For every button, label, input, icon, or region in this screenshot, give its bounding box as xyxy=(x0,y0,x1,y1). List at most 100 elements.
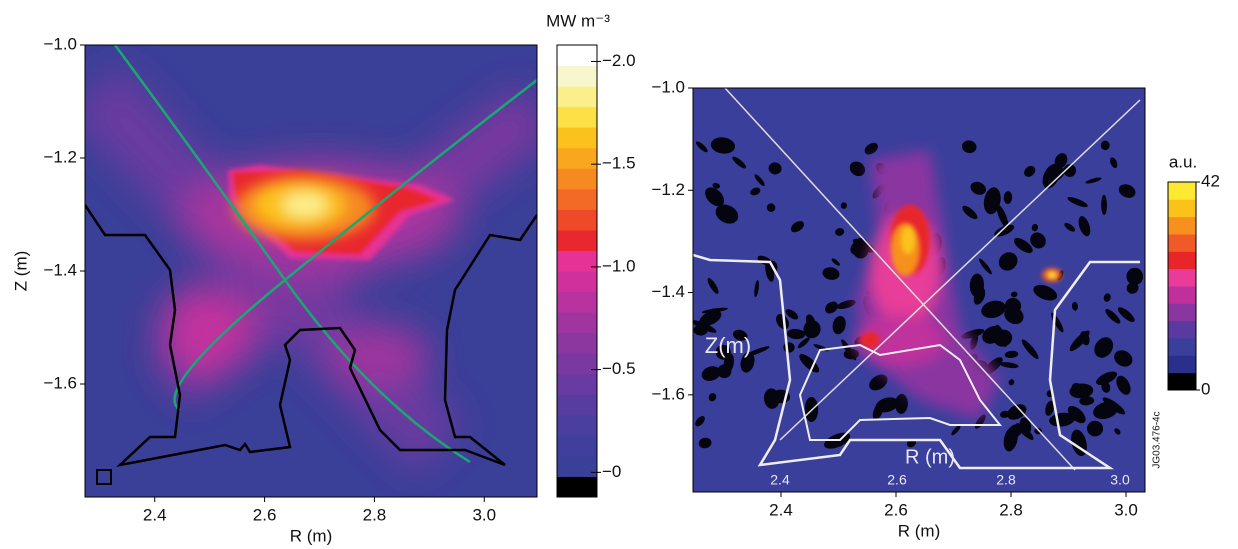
noise-blob xyxy=(978,258,992,275)
noise-blob xyxy=(1004,350,1019,359)
noise-blob xyxy=(699,310,722,327)
noise-blob xyxy=(1117,307,1135,322)
x-axis-title: R (m) xyxy=(290,526,332,545)
noise-blob xyxy=(1067,405,1086,424)
noise-blob xyxy=(1054,153,1068,169)
noise-blob xyxy=(1094,337,1114,358)
noise-blob xyxy=(732,156,747,169)
noise-blob xyxy=(1031,223,1039,232)
noise-blob xyxy=(1105,309,1121,324)
colorbar-frame xyxy=(556,44,598,498)
y-tick-label: −1.4 xyxy=(43,260,77,279)
colorbar-band xyxy=(557,373,597,395)
image-annotation: JG03.476-4c xyxy=(1152,411,1163,468)
noise-blob xyxy=(693,320,717,333)
colorbar-band xyxy=(557,86,597,108)
noise-blob xyxy=(1064,222,1076,232)
noise-blob xyxy=(983,187,1001,215)
image-annotation: 2.6 xyxy=(887,472,907,488)
noise-blob xyxy=(1019,417,1032,435)
y-tick-label: −1.2 xyxy=(43,147,77,166)
noise-blob xyxy=(790,221,804,233)
colorbar-band xyxy=(557,147,597,169)
colorbar-band xyxy=(1168,320,1196,339)
noise-blob xyxy=(695,141,708,153)
colorbar-band xyxy=(557,188,597,210)
noise-blob xyxy=(785,309,799,320)
noise-blob xyxy=(754,174,765,186)
noise-blob xyxy=(825,301,838,314)
y-tick-label: −1.6 xyxy=(43,373,77,392)
colorbar-tick-label: 0 xyxy=(1201,379,1210,398)
noise-blob xyxy=(1116,375,1131,395)
noise-blob xyxy=(707,278,719,294)
colorbar-band xyxy=(557,168,597,190)
noise-blob xyxy=(864,142,878,155)
noise-blob xyxy=(1100,140,1110,151)
colorbar-band xyxy=(1168,372,1196,391)
noise-blob xyxy=(1103,293,1111,302)
noise-blob xyxy=(1102,397,1126,415)
noise-blob xyxy=(1008,379,1015,386)
noise-blob xyxy=(992,325,1003,343)
colorbar-band xyxy=(557,332,597,354)
x-tick-label: 2.8 xyxy=(363,505,387,524)
noise-blob xyxy=(1024,165,1036,177)
noise-blob xyxy=(981,300,1006,319)
noise-blob xyxy=(1126,267,1144,286)
noise-blob xyxy=(1004,306,1024,325)
noise-blob xyxy=(998,252,1018,271)
noise-blob xyxy=(1021,339,1039,360)
colorbar-label: a.u. xyxy=(1169,152,1197,171)
noise-blob xyxy=(750,187,761,196)
colorbar-band xyxy=(557,209,597,231)
colorbar-band xyxy=(1168,251,1196,270)
noise-blob xyxy=(799,354,820,373)
noise-blob xyxy=(1042,168,1066,185)
colorbar-band xyxy=(557,455,597,477)
noise-blob xyxy=(708,393,717,402)
noise-blob xyxy=(973,287,986,305)
colorbar-band xyxy=(557,271,597,293)
colorbar-tick-label: −0 xyxy=(602,462,621,481)
noise-blob xyxy=(1030,232,1046,249)
noise-blob xyxy=(961,328,985,339)
noise-blob xyxy=(1126,282,1139,294)
colorbar-band xyxy=(557,394,597,416)
colorbar-band xyxy=(557,414,597,436)
colorbar-band xyxy=(557,312,597,334)
noise-blob xyxy=(768,162,782,175)
heatmap-image xyxy=(693,88,1145,492)
noise-blob xyxy=(843,348,859,360)
noise-blob xyxy=(1045,400,1055,416)
colorbar-tick-label: −2.0 xyxy=(602,51,636,70)
noise-blob xyxy=(1114,428,1121,435)
noise-blob xyxy=(962,205,978,220)
noise-blob xyxy=(754,280,759,298)
noise-blob xyxy=(715,204,739,224)
y-tick-label: −1.0 xyxy=(43,34,77,53)
colorbar-band xyxy=(557,291,597,313)
heatmap-image xyxy=(85,45,537,497)
noise-blob xyxy=(869,374,888,391)
noise-blob xyxy=(1003,427,1018,452)
colorbar-band xyxy=(557,435,597,457)
y-tick-label: −1.2 xyxy=(651,180,685,199)
noise-blob xyxy=(1086,420,1104,437)
x-tick-label: 2.4 xyxy=(769,500,793,519)
noise-blob xyxy=(1085,177,1102,184)
noise-blob xyxy=(1096,371,1118,386)
x-axis-title: R (m) xyxy=(898,521,940,540)
noise-blob xyxy=(701,307,728,314)
x-tick-label: 2.6 xyxy=(253,505,277,524)
noise-blob xyxy=(1063,164,1077,177)
noise-blob xyxy=(850,242,862,255)
colorbar-band xyxy=(1168,182,1196,200)
noise-blob xyxy=(740,351,755,373)
colorbar-tick-label: −1.5 xyxy=(602,154,636,173)
noise-blob xyxy=(1010,291,1018,298)
y-tick-label: −1.6 xyxy=(651,384,685,403)
colorbar-band xyxy=(1168,199,1196,218)
